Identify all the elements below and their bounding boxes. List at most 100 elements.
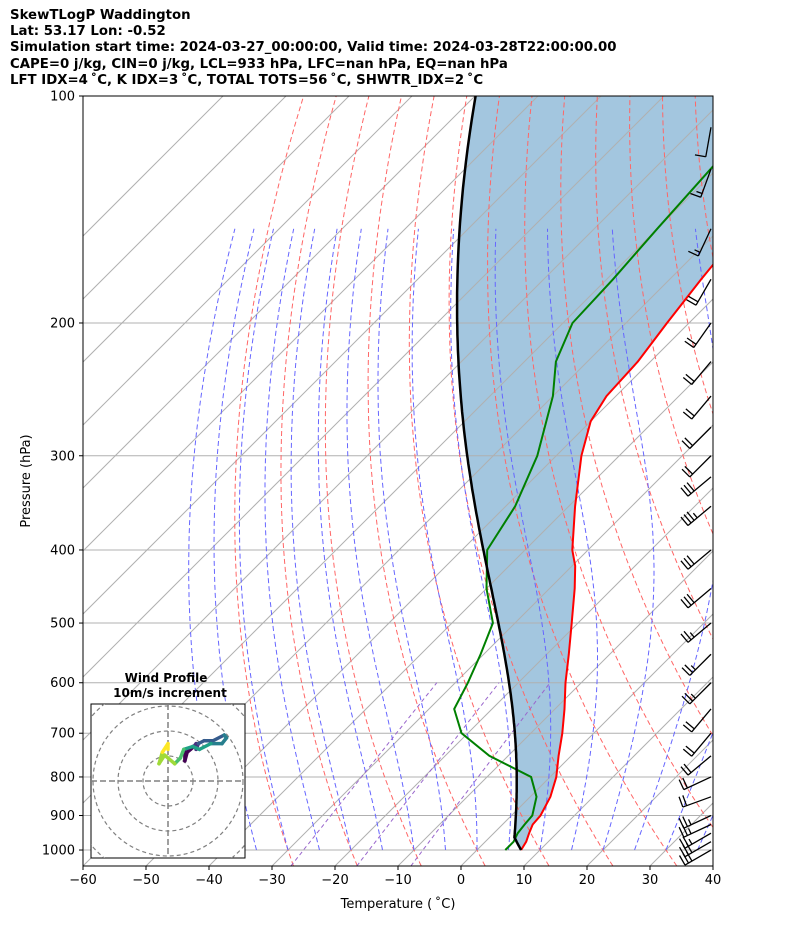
y-tick-label: 200 [50, 316, 75, 331]
moist-adiabat [729, 229, 794, 850]
moist-adiabat [697, 814, 713, 851]
wind-barb [678, 795, 712, 808]
cape-fill-layer [457, 96, 713, 850]
moist-adiabat [665, 731, 713, 851]
x-tick-label: −40 [195, 873, 222, 888]
wind-barb [680, 549, 712, 570]
wind-barb [688, 228, 712, 257]
wind-barb [682, 395, 712, 420]
wind-barb [681, 653, 712, 676]
wind-barb [680, 476, 712, 497]
dry-adiabat [280, 96, 358, 866]
simulation-time-line: Simulation start time: 2024-03-27_00:00:… [10, 40, 617, 56]
x-tick-label: 30 [642, 873, 659, 888]
x-tick-label: −60 [69, 873, 96, 888]
hodograph-plot [91, 704, 245, 858]
dry-adiabat [524, 96, 713, 829]
hodograph-segment [157, 750, 165, 766]
dry-adiabat [324, 96, 422, 866]
x-tick-label: −50 [132, 873, 159, 888]
mixing-ratio-line [410, 682, 551, 866]
wind-barb [678, 814, 712, 829]
isotherm--140 [83, 96, 350, 363]
isotherm--50 [145, 298, 713, 866]
x-axis-label: Temperature ( ˚C) [340, 896, 456, 912]
hodograph-segment [211, 733, 226, 743]
wind-barb [678, 832, 712, 849]
isotherm-10 [523, 676, 713, 866]
chart-title: SkewTLogP Waddington [10, 8, 191, 23]
isotherm--150 [83, 96, 287, 300]
wind-barb [680, 505, 712, 527]
x-tick-label: −10 [384, 873, 411, 888]
wind-barbs [678, 127, 712, 866]
wind-barb [678, 841, 712, 858]
temperature-line [520, 263, 713, 851]
moist-adiabat [450, 228, 512, 851]
dry-adiabat [448, 96, 614, 866]
wind-barb [684, 322, 712, 349]
wind-barb [681, 455, 712, 478]
isotherm--30 [271, 424, 713, 866]
y-tick-label: 100 [50, 90, 75, 105]
x-tick-label: 0 [457, 873, 465, 888]
y-tick-label: 1000 [42, 844, 75, 859]
moist-adiabat [346, 228, 415, 851]
wind-barb [678, 849, 712, 866]
cin-shading [457, 96, 713, 850]
dry-adiabat [662, 96, 713, 416]
hodograph-subtitle: 10m/s increment [113, 686, 227, 700]
mixing-ratio-line [290, 682, 438, 866]
hodograph-segment [197, 741, 213, 752]
isotherm--20 [334, 487, 713, 866]
hodograph-title: Wind Profile [125, 671, 208, 685]
wind-barb [680, 622, 712, 643]
moist-adiabat [602, 228, 655, 851]
isotherm-40 [712, 865, 713, 866]
chart-header: SkewTLogP Waddington Lat: 53.17 Lon: -0.… [10, 8, 617, 89]
y-tick-label: 400 [50, 543, 75, 558]
isotherm--130 [83, 96, 413, 426]
isotherm--160 [83, 96, 224, 237]
isotherm--120 [83, 96, 476, 489]
isotherm-50 [776, 96, 794, 866]
wind-barb [680, 755, 712, 776]
dry-adiabat [560, 96, 713, 737]
moist-adiabat [377, 228, 446, 851]
isotherm--40 [208, 361, 713, 866]
dry-adiabat [595, 96, 713, 640]
wind-barb [681, 682, 712, 705]
dry-adiabat [367, 96, 486, 866]
isotherm-0 [460, 613, 713, 866]
wind-barb [686, 278, 712, 306]
wind-barb [682, 708, 712, 733]
y-tick-label: 600 [50, 676, 75, 691]
indices-line: LFT IDX=4 ˚C, K IDX=3 ˚C, TOTAL TOTS=56 … [10, 72, 484, 88]
hodograph-inset: Wind Profile 10m/s increment [90, 671, 246, 859]
y-axis: 1000 900 800 700 600 500 400 300 200 100 [42, 90, 83, 859]
y-tick-label: 500 [50, 617, 75, 632]
dry-adiabat [728, 96, 794, 866]
wind-barb [694, 127, 712, 158]
y-tick-label: 300 [50, 449, 75, 464]
moist-adiabat [264, 228, 320, 851]
moist-adiabat [290, 228, 352, 851]
mixing-ratio-line [356, 682, 500, 866]
hodograph-segment [162, 753, 177, 766]
moist-adiabat [494, 228, 552, 851]
moist-adiabat [317, 228, 383, 851]
isotherm--80 [83, 109, 713, 741]
x-tick-label: −30 [258, 873, 285, 888]
x-tick-label: 20 [579, 873, 596, 888]
stability-line: CAPE=0 j/kg, CIN=0 j/kg, LCL=933 hPa, LF… [10, 56, 508, 72]
parcel-path [455, 96, 523, 851]
dewpoint-line [453, 164, 713, 851]
y-axis-label: Pressure (hPa) [19, 434, 34, 527]
x-axis: −60 −50 −40 −30 −20 −10 0 10 20 30 40 [69, 866, 721, 888]
wind-barb [680, 588, 712, 609]
x-tick-label: −20 [321, 873, 348, 888]
moist-adiabat [547, 228, 598, 851]
moist-adiabat [411, 228, 478, 850]
isotherm--110 [83, 96, 539, 552]
